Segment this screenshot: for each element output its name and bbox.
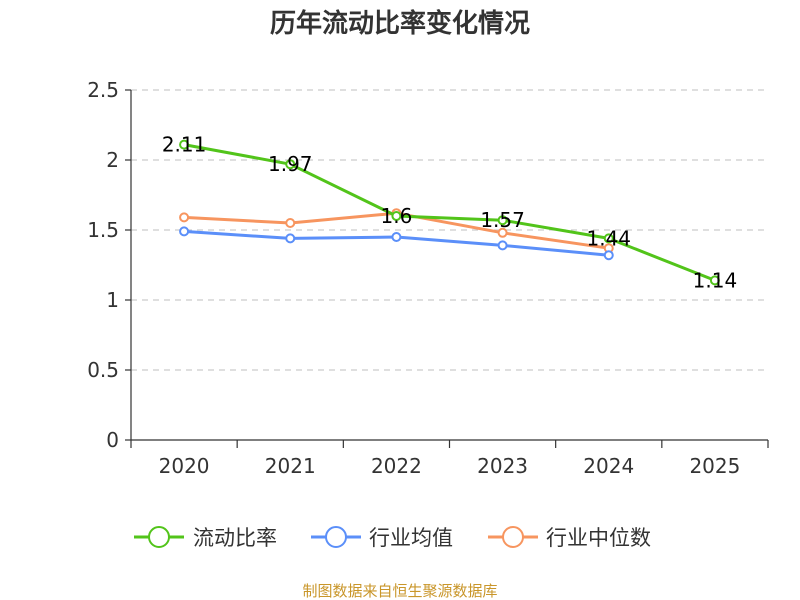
legend-item-0[interactable]: 流动比率 xyxy=(134,526,277,550)
legend[interactable]: 流动比率 行业均值 行业中位数 xyxy=(134,526,651,550)
data-point-1-1 xyxy=(285,233,296,244)
source-note: 制图数据来自恒生聚源数据库 xyxy=(302,582,497,600)
data-label: 1.14 xyxy=(693,268,738,292)
y-tick-label: 1 xyxy=(106,288,119,312)
x-tick-label: 2025 xyxy=(689,454,740,478)
data-point-1-0 xyxy=(179,226,190,237)
y-tick-label: 2 xyxy=(106,148,119,172)
data-point-1-2 xyxy=(391,232,402,242)
data-point-0-3 xyxy=(497,215,508,226)
data-point-2-1 xyxy=(285,218,296,228)
chart-title: 历年流动比率变化情况 xyxy=(270,8,530,39)
legend-item-1[interactable]: 行业均值 xyxy=(311,526,453,550)
y-tick-label: 0.5 xyxy=(87,358,119,382)
x-tick-label: 2020 xyxy=(159,454,210,478)
x-tick-label: 2021 xyxy=(265,454,316,478)
series-line-0 xyxy=(183,143,716,282)
axes: 0 0.5 1 1.5 2 2.5 2020 2021 2022 2023 2024 2025 xyxy=(87,78,769,478)
data-point-0-0 xyxy=(179,139,190,150)
legend-label: 流动比率 xyxy=(193,526,277,550)
legend-swatch-marker xyxy=(325,526,347,548)
y-tick-label: 2.5 xyxy=(87,78,119,102)
data-point-2-3 xyxy=(497,227,508,238)
x-tick-label: 2024 xyxy=(583,454,634,478)
x-tick-label: 2023 xyxy=(477,454,528,478)
legend-label: 行业中位数 xyxy=(546,526,651,550)
legend-item-2[interactable]: 行业中位数 xyxy=(488,526,651,550)
y-tick-label: 1.5 xyxy=(87,218,119,242)
legend-label: 行业均值 xyxy=(369,526,453,550)
data-label: 1.44 xyxy=(586,226,631,250)
data-label: 1.57 xyxy=(480,208,525,232)
legend-swatch-marker xyxy=(148,526,170,548)
x-tick-label: 2022 xyxy=(371,454,422,478)
data-label: 1.6 xyxy=(381,204,413,228)
data-point-0-2 xyxy=(391,211,402,221)
data-point-0-1 xyxy=(285,159,296,170)
legend-swatch-marker xyxy=(502,526,524,548)
data-label: 1.97 xyxy=(268,152,313,176)
data-label: 2.11 xyxy=(162,133,207,157)
data-point-2-0 xyxy=(179,212,190,223)
data-point-1-4 xyxy=(603,250,614,261)
data-point-0-4 xyxy=(603,233,614,244)
grid-lines xyxy=(131,89,768,371)
y-tick-label: 0 xyxy=(106,428,119,452)
series xyxy=(179,139,720,286)
data-point-0-5 xyxy=(709,275,720,286)
data-labels: 2.11 1.97 1.6 1.57 1.44 1.14 xyxy=(162,133,737,293)
data-point-1-3 xyxy=(497,240,508,251)
